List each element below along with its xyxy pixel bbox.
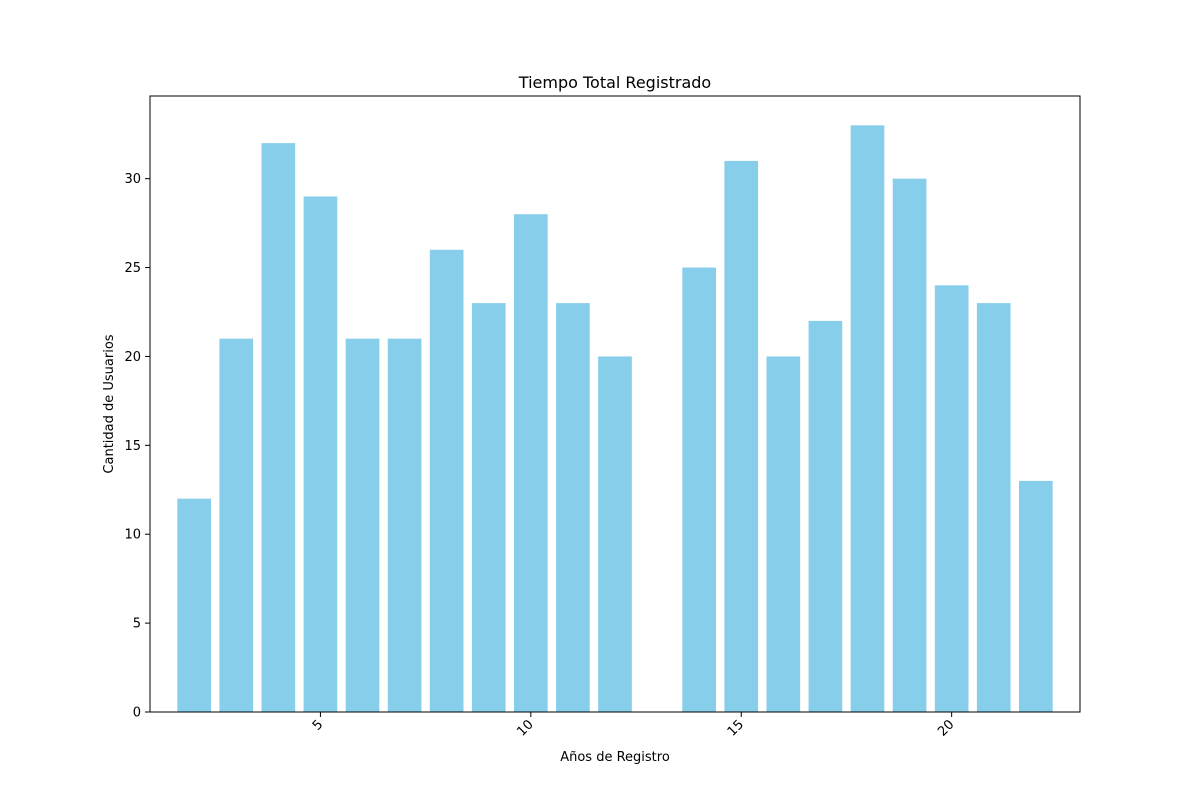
- y-tick-label-5: 5: [133, 617, 141, 632]
- bar-19: [892, 178, 927, 713]
- plot-area-frame: [149, 95, 1081, 713]
- bar-16: [766, 356, 801, 712]
- bar-22: [1018, 480, 1053, 712]
- bar-12: [598, 356, 632, 712]
- bar-6: [345, 338, 380, 712]
- y-tick-label-25: 25: [124, 261, 141, 276]
- y-tick-label-15: 15: [124, 439, 141, 454]
- bar-11: [556, 303, 590, 712]
- bar-21: [976, 303, 1011, 712]
- bar-15: [724, 160, 759, 712]
- y-tick-label-10: 10: [124, 528, 141, 543]
- chart-title: Tiempo Total Registrado: [518, 73, 711, 92]
- bar-7: [387, 338, 422, 712]
- bar-9: [471, 303, 506, 712]
- bar-10: [514, 214, 548, 712]
- y-tick-label-0: 0: [133, 706, 141, 721]
- bar-5: [303, 196, 338, 712]
- bar-3: [219, 338, 254, 712]
- bar-17: [808, 320, 843, 712]
- bar-14: [682, 267, 716, 712]
- y-tick-label-30: 30: [124, 172, 141, 187]
- bar-2: [177, 498, 212, 712]
- bar-8: [429, 249, 464, 712]
- bars-layer: [177, 125, 1053, 713]
- y-axis-label: Cantidad de Usuarios: [102, 334, 117, 473]
- bar-18: [850, 125, 885, 712]
- bar-4: [261, 143, 296, 713]
- x-axis-label: Años de Registro: [560, 750, 670, 765]
- bar-20: [934, 285, 969, 712]
- y-tick-label-20: 20: [124, 350, 141, 365]
